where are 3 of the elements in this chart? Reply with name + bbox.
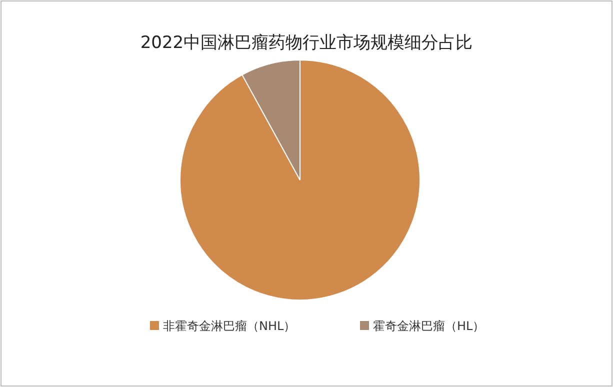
chart-title: 2022中国淋巴瘤药物行业市场规模细分占比 (140, 33, 473, 53)
legend-label: 霍奇金淋巴瘤（HL） (373, 319, 485, 333)
legend-label: 非霍奇金淋巴瘤（NHL） (163, 319, 296, 333)
